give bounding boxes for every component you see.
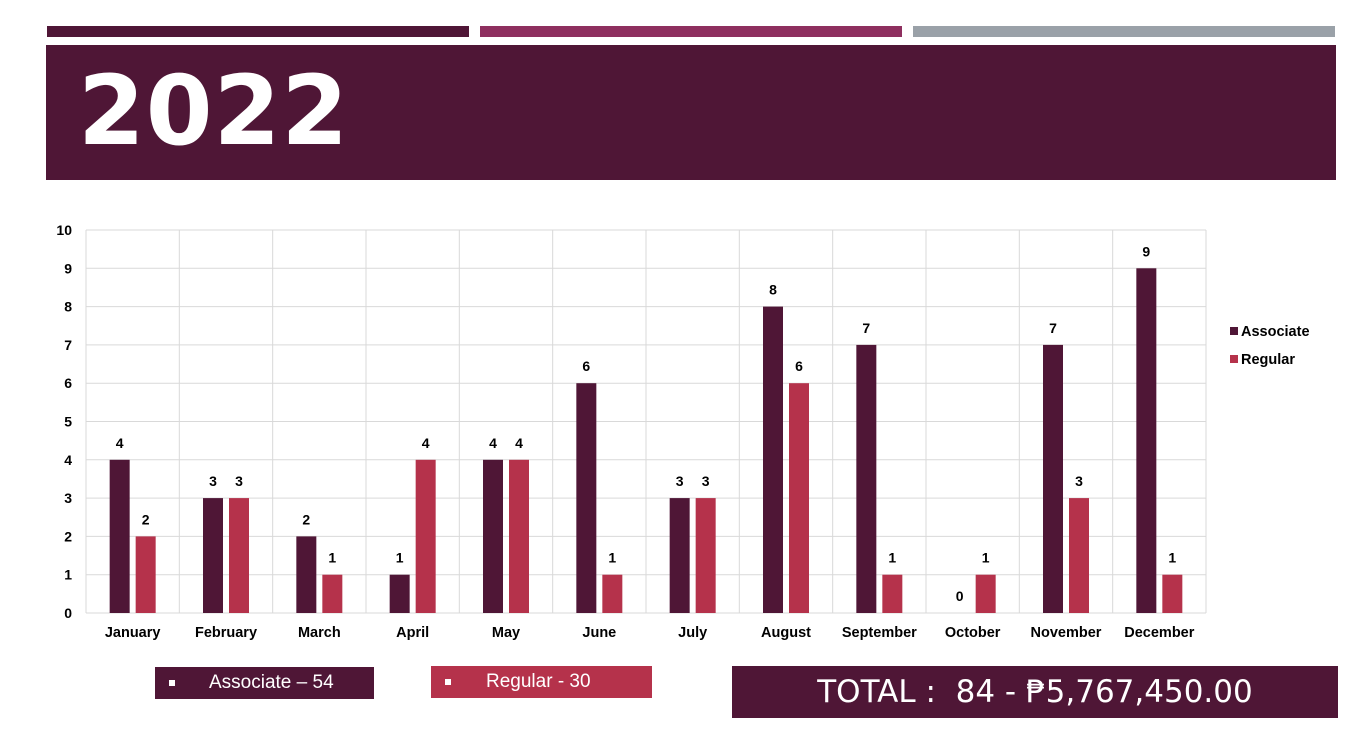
data-label: 1 [888,550,896,566]
x-tick-label: April [396,625,429,641]
data-label: 4 [515,435,523,451]
bar-associate [1043,344,1063,613]
y-tick-label: 5 [64,414,72,430]
x-tick-label: March [298,625,341,641]
y-tick-label: 2 [64,528,72,544]
bar-regular [322,574,343,613]
x-tick-label: February [195,625,257,641]
data-label: 4 [422,435,430,451]
data-label: 7 [1049,320,1057,336]
bar-regular [975,574,996,613]
data-label: 2 [302,511,310,527]
data-label: 6 [582,358,590,374]
data-label: 3 [676,473,684,489]
x-tick-label: January [105,625,161,641]
bar-regular [602,574,623,613]
x-tick-label: October [945,625,1001,641]
bar-associate [296,536,317,613]
bullet-icon [445,679,451,685]
x-tick-label: May [492,625,520,641]
bar-associate [763,306,783,613]
data-label: 4 [489,435,497,451]
data-label: 9 [1142,243,1150,259]
y-tick-label: 8 [64,299,72,315]
data-label: 1 [1168,550,1176,566]
bar-associate [203,498,223,613]
y-tick-label: 3 [64,490,72,506]
bar-regular [509,459,529,613]
bar-regular [229,498,249,613]
data-label: 4 [116,435,124,451]
data-label: 1 [608,550,616,566]
regular-summary: Regular - 30 [431,666,652,698]
legend-label-regular: Regular [1241,352,1295,368]
data-label: 1 [328,550,336,566]
bar-regular [1162,574,1183,613]
total-label: TOTAL : 84 - ₱5,767,450.00 [817,674,1253,710]
data-label: 3 [1075,473,1083,489]
x-tick-label: August [761,625,811,641]
y-tick-label: 9 [64,260,72,276]
data-label: 1 [396,550,404,566]
data-label: 3 [235,473,243,489]
data-label: 0 [956,588,964,604]
x-tick-label: July [678,625,707,641]
decor-bar-2 [480,26,902,37]
legend-swatch-regular [1230,355,1238,363]
bar-associate [856,344,877,613]
y-tick-label: 0 [64,605,72,621]
bar-regular [1069,498,1089,613]
regular-summary-label: Regular - 30 [486,671,591,692]
data-label: 2 [142,511,150,527]
bar-regular [789,383,809,613]
x-tick-label: December [1124,625,1194,641]
y-tick-label: 6 [64,375,72,391]
legend-label-associate: Associate [1241,324,1310,340]
decor-bar-1 [47,26,469,37]
associate-summary: Associate – 54 [155,667,374,699]
x-tick-label: June [582,625,616,641]
y-tick-label: 7 [64,337,72,353]
bar-regular [882,574,903,613]
data-label: 8 [769,282,777,298]
x-tick-label: November [1031,625,1102,641]
bar-associate [109,459,130,613]
data-label: 7 [862,320,870,336]
x-tick-label: September [842,625,917,641]
bar-regular [135,536,156,613]
data-label: 3 [702,473,710,489]
bar-associate [1136,268,1157,613]
bar-associate [389,574,410,613]
bullet-icon [169,680,175,686]
page-title: 2022 [78,55,350,167]
y-tick-label: 10 [56,222,72,238]
bar-regular [415,459,436,613]
data-label: 1 [982,550,990,566]
bar-associate [483,459,503,613]
bar-associate [669,498,690,613]
total-summary: TOTAL : 84 - ₱5,767,450.00 [732,666,1338,718]
decor-bar-3 [913,26,1335,37]
legend-swatch-associate [1230,327,1238,335]
data-label: 6 [795,358,803,374]
y-tick-label: 4 [64,452,72,468]
title-banner: 2022 [46,45,1336,180]
bar-associate [576,383,597,613]
data-label: 3 [209,473,217,489]
y-tick-label: 1 [64,567,72,583]
associate-summary-label: Associate – 54 [209,672,334,693]
bar-regular [695,498,716,613]
